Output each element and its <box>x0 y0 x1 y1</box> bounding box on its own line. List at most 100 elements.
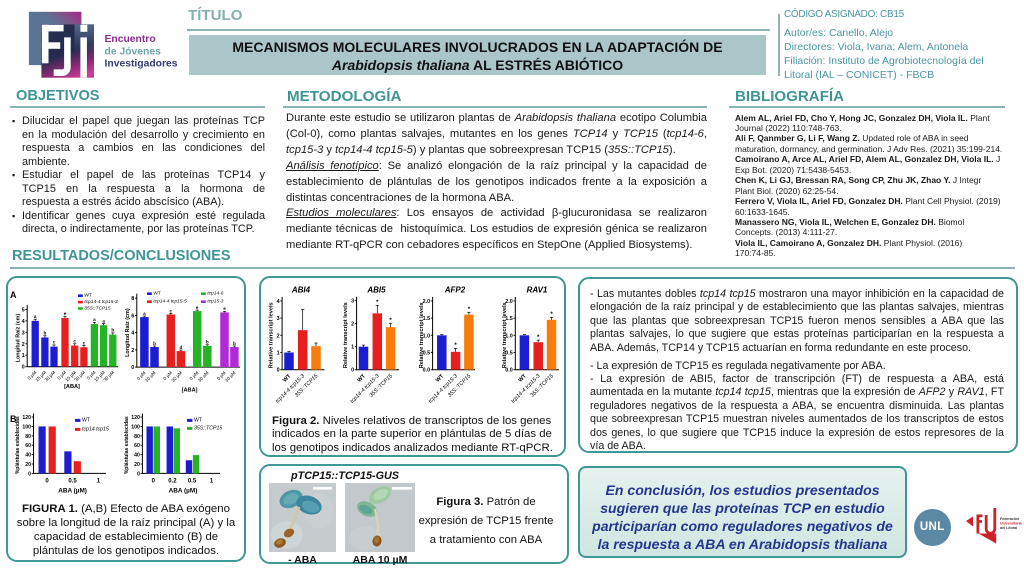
svg-text:80: 80 <box>25 434 31 440</box>
svg-text:35S::TCP15: 35S::TCP15 <box>84 305 110 311</box>
svg-text:60: 60 <box>25 443 31 449</box>
svg-text:30 µM: 30 µM <box>224 370 237 383</box>
svg-text:0 µM: 0 µM <box>216 370 227 381</box>
svg-text:0 µM: 0 µM <box>86 370 97 381</box>
svg-text:30 µM: 30 µM <box>102 370 115 383</box>
svg-text:tcp14-6: tcp14-6 <box>207 291 223 297</box>
svg-text:0 µM: 0 µM <box>56 370 67 381</box>
svg-text:RAV1: RAV1 <box>527 286 548 295</box>
svg-text:3: 3 <box>277 316 280 322</box>
svg-text:*: * <box>537 335 540 341</box>
svg-text:1: 1 <box>97 479 101 485</box>
svg-text:b: b <box>111 328 114 333</box>
svg-text:tcp14-4 tcp15-5: tcp14-4 tcp15-5 <box>153 299 187 305</box>
svg-text:6: 6 <box>131 313 134 319</box>
svg-text:40: 40 <box>25 453 31 459</box>
svg-text:1.0: 1.0 <box>505 333 513 339</box>
svg-text:1: 1 <box>351 345 354 351</box>
svg-text:0: 0 <box>137 471 140 477</box>
svg-text:%plántulas establecidas: %plántulas establecidas <box>15 416 21 474</box>
svg-text:e: e <box>196 305 199 310</box>
svg-text:2.0: 2.0 <box>423 299 431 305</box>
svg-text:Relative transcript levels: Relative transcript levels <box>419 302 425 368</box>
svg-text:1: 1 <box>22 353 25 359</box>
svg-text:0: 0 <box>277 368 280 374</box>
svg-text:c: c <box>83 340 86 345</box>
svg-text:0.0: 0.0 <box>423 368 431 374</box>
svg-text:2.0: 2.0 <box>505 299 513 305</box>
svg-text:0: 0 <box>351 368 354 374</box>
svg-text:80: 80 <box>134 434 140 440</box>
svg-text:35S::TCP15: 35S::TCP15 <box>194 426 222 432</box>
svg-text:4: 4 <box>131 331 135 337</box>
svg-text:2: 2 <box>351 322 354 328</box>
svg-text:4: 4 <box>277 299 280 305</box>
svg-text:Investigadores: Investigadores <box>105 59 178 70</box>
svg-text:100: 100 <box>22 424 31 430</box>
svg-text:0 µM: 0 µM <box>136 370 147 381</box>
svg-text:Relative transcript levels: Relative transcript levels <box>502 302 508 368</box>
svg-text:0.5: 0.5 <box>423 351 431 357</box>
svg-text:e: e <box>223 306 226 311</box>
svg-text:1.5: 1.5 <box>423 316 431 322</box>
svg-text:[ABA]: [ABA] <box>64 384 80 390</box>
svg-text:a: a <box>93 317 96 322</box>
svg-text:B: B <box>10 414 17 424</box>
svg-text:1: 1 <box>210 479 214 485</box>
svg-text:WT: WT <box>435 373 446 384</box>
svg-text:c: c <box>170 308 173 313</box>
svg-text:120: 120 <box>131 415 140 421</box>
svg-text:4: 4 <box>22 319 26 325</box>
svg-text:Relative transcript levels: Relative transcript levels <box>269 302 275 368</box>
svg-text:20: 20 <box>25 462 31 468</box>
svg-text:Federación: Federación <box>1000 517 1019 521</box>
svg-text:Relative transcript levels: Relative transcript levels <box>343 302 349 368</box>
svg-text:30 µM: 30 µM <box>73 370 86 383</box>
svg-text:2: 2 <box>131 348 134 354</box>
svg-text:d: d <box>179 345 182 350</box>
svg-text:0 µM: 0 µM <box>189 370 200 381</box>
svg-text:0 µM: 0 µM <box>162 370 173 381</box>
svg-text:0: 0 <box>28 471 31 477</box>
svg-text:ABA (µM): ABA (µM) <box>169 488 198 495</box>
svg-text:*: * <box>454 343 457 349</box>
svg-text:b: b <box>43 331 46 336</box>
svg-text:c: c <box>73 339 76 344</box>
svg-text:30 µM: 30 µM <box>197 370 210 383</box>
svg-text:*: * <box>389 318 392 324</box>
svg-text:b: b <box>233 341 236 346</box>
svg-text:WT: WT <box>194 418 203 424</box>
svg-text:AFP2: AFP2 <box>444 286 466 295</box>
svg-text:30 µM: 30 µM <box>144 370 157 383</box>
svg-text:0 µM: 0 µM <box>27 370 38 381</box>
svg-text:*: * <box>550 312 553 318</box>
svg-text:0: 0 <box>152 479 156 485</box>
svg-text:de Jóvenes: de Jóvenes <box>105 46 162 57</box>
svg-text:ABI4: ABI4 <box>291 286 311 295</box>
svg-text:a: a <box>102 318 105 323</box>
svg-text:120: 120 <box>22 415 31 421</box>
svg-text:0.2: 0.2 <box>168 479 177 485</box>
svg-text:30 µM: 30 µM <box>44 370 57 383</box>
svg-text:e: e <box>64 311 67 316</box>
svg-text:Encuentro: Encuentro <box>105 34 156 45</box>
svg-text:100: 100 <box>131 424 140 430</box>
svg-text:1.5: 1.5 <box>505 316 513 322</box>
svg-text:WT: WT <box>518 373 529 384</box>
svg-text:Longitud Raíz (cm): Longitud Raíz (cm) <box>125 308 131 357</box>
svg-text:ABA (µM): ABA (µM) <box>58 488 87 495</box>
svg-text:60: 60 <box>134 443 140 449</box>
svg-text:[ABA]: [ABA] <box>182 388 198 394</box>
svg-text:0: 0 <box>45 479 49 485</box>
svg-text:5: 5 <box>22 307 25 313</box>
svg-text:WT: WT <box>82 418 91 424</box>
svg-text:0.5: 0.5 <box>68 479 77 485</box>
svg-text:30 µM: 30 µM <box>170 370 183 383</box>
svg-text:b: b <box>206 340 209 345</box>
svg-text:%plántulas establecidas: %plántulas establecidas <box>124 416 130 474</box>
svg-text:3: 3 <box>22 330 25 336</box>
svg-text:Universitaria: Universitaria <box>1000 522 1022 526</box>
svg-text:a: a <box>143 311 146 316</box>
svg-text:0.5: 0.5 <box>188 479 197 485</box>
svg-text:WT: WT <box>357 373 368 384</box>
